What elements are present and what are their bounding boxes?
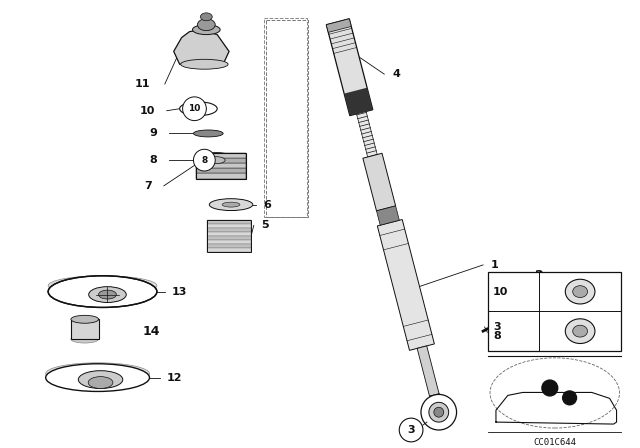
Ellipse shape bbox=[78, 370, 123, 388]
Bar bbox=[207, 244, 251, 248]
Circle shape bbox=[434, 407, 444, 417]
Ellipse shape bbox=[191, 106, 206, 112]
Polygon shape bbox=[378, 220, 435, 350]
Circle shape bbox=[182, 97, 206, 121]
Text: 14: 14 bbox=[142, 325, 159, 338]
Text: 8: 8 bbox=[149, 155, 157, 165]
Text: 1: 1 bbox=[491, 260, 499, 270]
Ellipse shape bbox=[200, 13, 212, 21]
Bar bbox=[196, 158, 246, 163]
Bar bbox=[207, 248, 251, 252]
Bar bbox=[196, 153, 246, 158]
Ellipse shape bbox=[180, 102, 217, 116]
Text: 5: 5 bbox=[262, 220, 269, 230]
Ellipse shape bbox=[89, 287, 126, 302]
Ellipse shape bbox=[534, 296, 547, 307]
Bar bbox=[207, 224, 251, 228]
Text: 10: 10 bbox=[493, 287, 508, 297]
Circle shape bbox=[193, 149, 215, 171]
Ellipse shape bbox=[71, 315, 99, 323]
Ellipse shape bbox=[197, 19, 215, 30]
Ellipse shape bbox=[99, 290, 116, 299]
Polygon shape bbox=[417, 346, 439, 396]
Ellipse shape bbox=[48, 276, 157, 307]
Bar bbox=[196, 173, 246, 179]
Ellipse shape bbox=[207, 157, 225, 164]
Ellipse shape bbox=[48, 276, 157, 296]
Ellipse shape bbox=[209, 199, 253, 211]
Text: 3: 3 bbox=[493, 322, 500, 332]
Text: 8: 8 bbox=[493, 331, 500, 341]
Text: 12: 12 bbox=[167, 373, 182, 383]
Text: 7: 7 bbox=[144, 181, 152, 191]
Circle shape bbox=[429, 402, 449, 422]
Ellipse shape bbox=[193, 25, 220, 34]
Bar bbox=[207, 228, 251, 233]
Ellipse shape bbox=[565, 279, 595, 304]
Ellipse shape bbox=[195, 153, 237, 168]
Text: 4: 4 bbox=[392, 69, 400, 79]
Text: 6: 6 bbox=[264, 200, 271, 210]
Circle shape bbox=[563, 391, 577, 405]
Text: 10: 10 bbox=[140, 106, 155, 116]
Bar bbox=[71, 319, 99, 339]
Ellipse shape bbox=[222, 202, 240, 207]
Polygon shape bbox=[326, 19, 372, 116]
Bar bbox=[207, 220, 251, 252]
Ellipse shape bbox=[193, 130, 223, 137]
Polygon shape bbox=[376, 206, 399, 225]
Bar bbox=[196, 168, 246, 173]
Circle shape bbox=[421, 394, 456, 430]
Circle shape bbox=[542, 380, 557, 396]
Polygon shape bbox=[326, 19, 351, 32]
Ellipse shape bbox=[573, 325, 588, 337]
Text: 13: 13 bbox=[172, 287, 187, 297]
Polygon shape bbox=[363, 153, 396, 211]
Bar bbox=[207, 240, 251, 244]
Ellipse shape bbox=[45, 363, 150, 384]
Bar bbox=[207, 233, 251, 236]
Bar bbox=[488, 272, 621, 351]
Text: 11: 11 bbox=[134, 79, 150, 89]
Text: 8: 8 bbox=[201, 155, 207, 164]
Ellipse shape bbox=[180, 59, 228, 69]
Ellipse shape bbox=[565, 319, 595, 344]
Text: 10: 10 bbox=[188, 104, 201, 113]
Ellipse shape bbox=[88, 377, 113, 388]
Ellipse shape bbox=[45, 364, 150, 392]
Text: 9: 9 bbox=[149, 129, 157, 138]
Bar bbox=[196, 163, 246, 168]
Ellipse shape bbox=[71, 335, 99, 343]
Text: 2: 2 bbox=[535, 269, 544, 282]
Polygon shape bbox=[344, 88, 372, 116]
Polygon shape bbox=[173, 30, 229, 64]
Bar bbox=[207, 236, 251, 240]
Circle shape bbox=[399, 418, 423, 442]
Polygon shape bbox=[356, 112, 377, 157]
Text: CC01C644: CC01C644 bbox=[533, 438, 576, 447]
Bar bbox=[207, 220, 251, 224]
Ellipse shape bbox=[573, 286, 588, 297]
Text: 3: 3 bbox=[407, 425, 415, 435]
Bar bbox=[196, 153, 246, 179]
